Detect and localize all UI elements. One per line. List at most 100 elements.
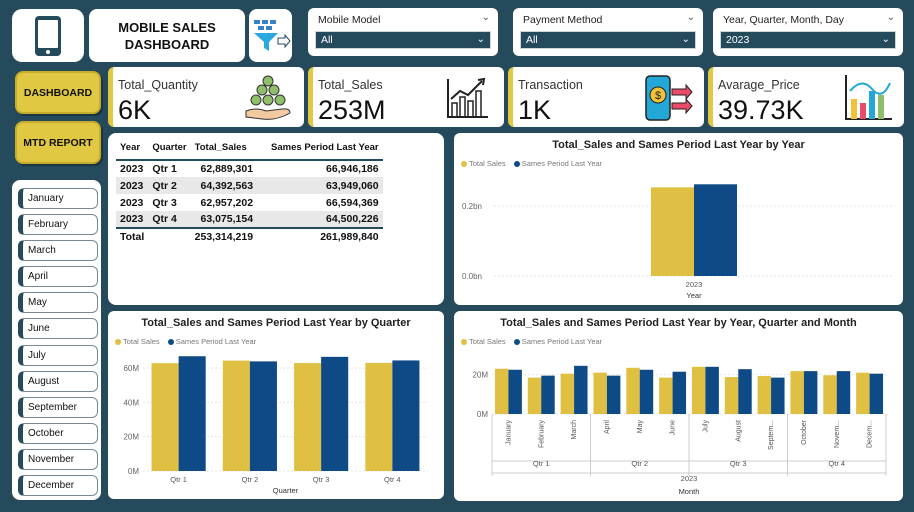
quarter-label: Qtr 1 xyxy=(533,459,550,468)
bar-total-sales xyxy=(659,377,673,414)
bar-total-sales xyxy=(724,377,739,414)
table-cell: 2023 xyxy=(116,194,149,211)
table-cell: Qtr 4 xyxy=(148,211,191,228)
slicer-date-hierarchy[interactable]: Year, Quarter, Month, Day ⌄ 2023 ⌄ xyxy=(713,8,903,56)
column-header[interactable]: Year xyxy=(116,139,149,161)
bar-same-period-last-year xyxy=(639,369,654,414)
x-tick-label: July xyxy=(702,420,709,433)
filter-icon-box[interactable] xyxy=(249,9,292,62)
chevron-down-icon: ⌄ xyxy=(881,34,890,45)
mtd-report-button[interactable]: MTD REPORT xyxy=(15,121,101,164)
month-item-august[interactable]: August xyxy=(18,371,98,392)
month-item-march[interactable]: March xyxy=(18,240,98,261)
month-item-april[interactable]: April xyxy=(18,266,98,287)
legend-item[interactable]: Total Sales xyxy=(461,337,506,346)
x-tick-label: January xyxy=(505,420,512,445)
table-row: 2023 Qtr 4 63,075,154 64,500,226 xyxy=(116,211,383,228)
mobile-model-dropdown[interactable]: All ⌄ xyxy=(315,31,491,49)
x-axis-title: Quarter xyxy=(273,486,299,495)
quarter-label: Qtr 4 xyxy=(828,459,845,468)
chevron-down-icon: ⌄ xyxy=(476,34,485,45)
month-item-november[interactable]: November xyxy=(18,449,98,470)
column-header[interactable]: Sames Period Last Year xyxy=(257,139,383,161)
chevron-down-icon[interactable]: ⌄ xyxy=(886,12,895,23)
kpi-title: Transaction xyxy=(518,78,583,92)
chart-by-quarter: Total_Sales and Sames Period Last Year b… xyxy=(108,311,444,499)
chevron-down-icon: ⌄ xyxy=(681,34,690,45)
table-row: 2023 Qtr 2 64,392,563 63,949,060 xyxy=(116,177,383,194)
x-tick-label: Qtr 3 xyxy=(313,475,330,484)
x-tick-label: Qtr 2 xyxy=(242,475,259,484)
coins-hand-icon xyxy=(245,75,291,120)
table-cell: Qtr 3 xyxy=(148,194,191,211)
month-item-may[interactable]: May xyxy=(18,292,98,313)
y-tick-label: 20M xyxy=(472,371,488,380)
x-tick-label: Septem... xyxy=(768,420,775,450)
quarter-label: Qtr 3 xyxy=(730,459,747,468)
x-tick-label: April xyxy=(604,420,611,434)
bar-same-period-last-year xyxy=(803,371,818,414)
legend-dot-icon xyxy=(167,339,174,346)
y-tick-label: 0M xyxy=(128,467,139,476)
legend-label: Sames Period Last Year xyxy=(521,337,603,346)
dashboard-button[interactable]: DASHBOARD xyxy=(15,71,101,114)
kpi-value: 39.73K xyxy=(718,95,804,125)
x-axis-title: Year xyxy=(686,291,702,300)
dropdown-value: All xyxy=(526,34,538,46)
table-cell: Total xyxy=(116,227,149,245)
legend-item[interactable]: Sames Period Last Year xyxy=(513,337,603,346)
table-cell: 2023 xyxy=(116,160,149,177)
chart-by-year: Total_Sales and Sames Period Last Year b… xyxy=(454,133,903,305)
table-cell: 66,946,186 xyxy=(257,160,383,177)
y-tick-label: 20M xyxy=(123,433,139,442)
payment-method-dropdown[interactable]: All ⌄ xyxy=(520,31,696,49)
chart-legend: Total Sales Sames Period Last Year xyxy=(461,337,602,346)
y-tick-label: 60M xyxy=(123,364,139,373)
column-header[interactable]: Quarter xyxy=(148,139,191,161)
bar-same-period-last-year xyxy=(672,371,687,414)
kpi-total-sales: Total_Sales 253M xyxy=(308,67,504,127)
chart-svg: 0M 20M 40M 60M Qtr 1 Qtr 2 Qtr 3 Qtr 4 Quarter xyxy=(123,356,428,495)
legend-item[interactable]: Total Sales xyxy=(461,159,506,168)
table-cell: 2023 xyxy=(116,211,149,228)
chevron-down-icon[interactable]: ⌄ xyxy=(686,12,695,23)
kpi-average-price: Avarage_Price 39.73K xyxy=(708,67,904,127)
month-item-october[interactable]: October xyxy=(18,423,98,444)
growth-chart-icon xyxy=(447,77,488,118)
bar-same-period-last-year xyxy=(392,360,420,471)
chevron-down-icon[interactable]: ⌄ xyxy=(481,12,490,23)
bar-total-sales xyxy=(856,372,870,414)
quarter-label: Qtr 2 xyxy=(631,459,648,468)
x-tick-label: May xyxy=(637,420,644,434)
table-cell: 64,392,563 xyxy=(190,177,258,194)
table-cell: Qtr 2 xyxy=(148,177,191,194)
table-cell: 261,989,840 xyxy=(257,227,383,245)
column-header[interactable]: Total_Sales xyxy=(190,139,258,161)
bar-same-period-last-year xyxy=(321,356,349,471)
slicer-mobile-model[interactable]: Mobile Model ⌄ All ⌄ xyxy=(308,8,498,56)
bar-same-period-last-year xyxy=(694,184,737,276)
legend-item[interactable]: Total Sales xyxy=(115,337,160,346)
year-label: 2023 xyxy=(681,474,698,483)
chart-by-month: Total_Sales and Sames Period Last Year b… xyxy=(454,311,903,501)
kpi-title: Total_Quantity xyxy=(118,78,198,92)
legend-item[interactable]: Sames Period Last Year xyxy=(513,159,602,168)
month-item-january[interactable]: January xyxy=(18,188,98,209)
month-item-september[interactable]: September xyxy=(18,397,98,418)
bar-total-sales xyxy=(626,367,640,414)
month-item-june[interactable]: June xyxy=(18,318,98,339)
dashboard-title: MOBILE SALES DASHBOARD xyxy=(89,9,245,62)
month-item-july[interactable]: July xyxy=(18,345,98,366)
date-dropdown[interactable]: 2023 ⌄ xyxy=(720,31,896,49)
month-item-february[interactable]: February xyxy=(18,214,98,235)
mobile-payment-icon: $ xyxy=(645,75,693,121)
x-tick-label: August xyxy=(735,420,742,442)
x-tick-label: Decem... xyxy=(867,420,874,448)
legend-item[interactable]: Sames Period Last Year xyxy=(167,337,256,346)
legend-label: Total Sales xyxy=(469,159,506,168)
slicer-payment-method[interactable]: Payment Method ⌄ All ⌄ xyxy=(513,8,703,56)
month-item-december[interactable]: December xyxy=(18,475,98,496)
bar-chart-icon xyxy=(845,75,892,120)
legend-label: Total Sales xyxy=(123,337,160,346)
legend-dot-icon xyxy=(513,339,520,346)
